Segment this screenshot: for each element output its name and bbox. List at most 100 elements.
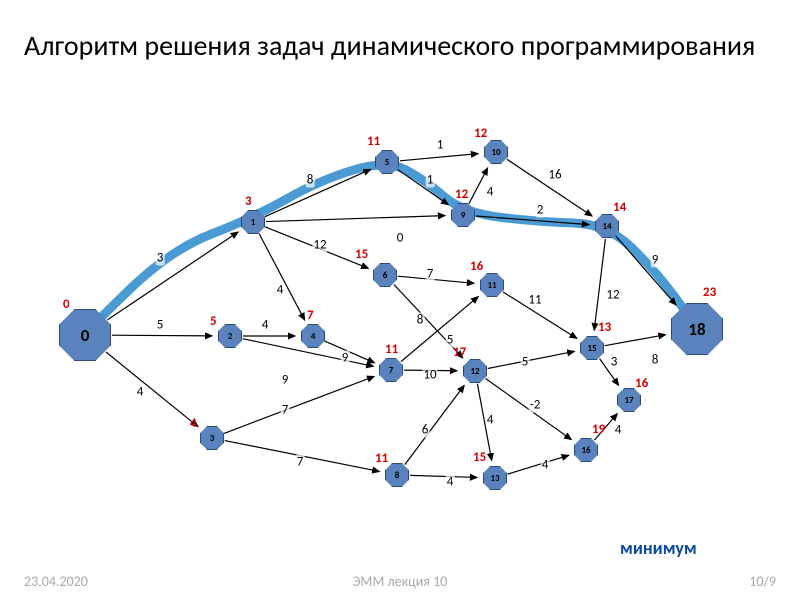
node-10: 10 xyxy=(484,140,508,164)
edge-weight: 4 xyxy=(614,423,623,438)
node-2: 2 xyxy=(218,324,242,348)
node-8: 8 xyxy=(385,463,409,487)
node-id: 13 xyxy=(490,473,499,484)
node-12: 12 xyxy=(463,359,487,383)
edge-weight: 4 xyxy=(136,385,145,400)
node-cost-10: 12 xyxy=(474,126,487,141)
node-16: 16 xyxy=(574,438,598,462)
edge xyxy=(410,475,477,477)
node-cost-3: 4 xyxy=(190,416,197,431)
edge xyxy=(224,376,374,433)
edge-weight: 3 xyxy=(156,251,165,266)
footer-date: 23.04.2020 xyxy=(24,573,88,590)
edge-weight: 0 xyxy=(396,231,405,246)
node-id: 17 xyxy=(624,395,633,406)
node-cost-2: 5 xyxy=(210,314,217,329)
edge-weight: 9 xyxy=(341,351,350,366)
node-id: 12 xyxy=(470,366,479,377)
node-15: 15 xyxy=(580,336,604,360)
footer-pages: 10/9 xyxy=(749,573,776,590)
edge xyxy=(107,232,238,320)
edge xyxy=(259,234,305,321)
edge-weight: 3 xyxy=(610,355,619,370)
edge xyxy=(400,154,478,161)
edge-weight: 16 xyxy=(547,168,562,183)
node-cost-16: 19 xyxy=(592,422,605,437)
edge-weight: 12 xyxy=(312,238,327,253)
node-cost-6: 15 xyxy=(355,247,368,262)
node-id: 16 xyxy=(581,445,590,456)
edge-weight: 4 xyxy=(486,413,495,428)
edge xyxy=(401,297,478,362)
edges-layer xyxy=(0,0,800,600)
edge xyxy=(616,236,676,305)
edge-weight: 4 xyxy=(276,283,285,298)
edge-weight: 10 xyxy=(422,368,437,383)
node-17: 17 xyxy=(617,388,641,412)
node-id: 8 xyxy=(395,470,400,481)
node-id: 4 xyxy=(311,331,316,342)
node-cost-15: 13 xyxy=(598,320,611,335)
node-13: 13 xyxy=(483,466,507,490)
edge xyxy=(398,276,474,283)
node-id: 11 xyxy=(487,280,496,291)
edge-weight: 4 xyxy=(486,185,495,200)
edge-weight: 7 xyxy=(426,267,435,282)
node-11: 11 xyxy=(480,273,504,297)
edge xyxy=(605,335,666,346)
edge-weight: 8 xyxy=(306,173,315,188)
node-1: 1 xyxy=(241,210,265,234)
node-5: 5 xyxy=(375,150,399,174)
node-3: 3 xyxy=(200,426,224,450)
edge-weight: 7 xyxy=(281,403,290,418)
node-id: 6 xyxy=(383,270,388,281)
node-cost-17: 16 xyxy=(635,376,648,391)
node-id: 15 xyxy=(587,343,596,354)
node-id: 3 xyxy=(210,433,215,444)
edge-weight: 8 xyxy=(651,353,660,368)
edge xyxy=(594,239,605,330)
edge-weight: 5 xyxy=(446,333,455,348)
optimal-path xyxy=(0,0,800,600)
edge xyxy=(106,352,198,427)
node-cost-12: 17 xyxy=(453,345,466,360)
node-id: 5 xyxy=(385,157,390,168)
node-id: 9 xyxy=(461,210,466,221)
legend-minimum: минимум xyxy=(620,537,697,559)
node-cost-18: 23 xyxy=(703,285,716,300)
footer-lecture: ЭММ лекция 10 xyxy=(353,573,448,590)
edge-weight: 5 xyxy=(521,355,530,370)
node-6: 6 xyxy=(373,263,397,287)
optimal-path-line xyxy=(85,165,697,333)
edge-weight: 5 xyxy=(156,318,165,333)
edge xyxy=(507,455,568,474)
node-9: 9 xyxy=(451,203,475,227)
node-cost-5: 11 xyxy=(367,134,380,149)
node-id: 18 xyxy=(688,319,705,340)
graph-canvas: 0013253447511615711811912101211161217131… xyxy=(0,0,800,600)
node-cost-4: 7 xyxy=(307,308,314,323)
node-cost-0: 0 xyxy=(63,297,70,312)
node-cost-9: 12 xyxy=(455,187,468,202)
edge xyxy=(265,169,371,216)
edge xyxy=(325,341,375,363)
edge-weight: 12 xyxy=(605,288,620,303)
edge-weight: 7 xyxy=(296,455,305,470)
edge-weight: 9 xyxy=(281,373,290,388)
edge-weight: 4 xyxy=(261,318,270,333)
node-cost-8: 11 xyxy=(375,451,388,466)
node-0: 0 xyxy=(59,309,111,361)
edge xyxy=(488,351,575,368)
slide-root: Алгоритм решения задач динамического про… xyxy=(0,0,800,600)
edge-weight: 1 xyxy=(436,138,445,153)
node-cost-13: 15 xyxy=(473,450,486,465)
node-cost-7: 11 xyxy=(385,342,398,357)
edge xyxy=(112,335,212,336)
node-cost-14: 14 xyxy=(613,200,626,215)
edge-weight: 6 xyxy=(421,423,430,438)
edge-weight: 2 xyxy=(536,203,545,218)
edge xyxy=(266,216,445,222)
node-id: 14 xyxy=(602,221,611,232)
edge xyxy=(405,385,464,464)
node-id: 1 xyxy=(251,217,256,228)
